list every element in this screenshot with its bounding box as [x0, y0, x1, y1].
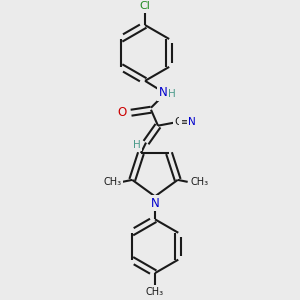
Text: C: C [174, 117, 182, 127]
Text: N: N [188, 117, 196, 127]
Text: ≡: ≡ [181, 117, 189, 127]
Text: CH₃: CH₃ [146, 287, 164, 297]
Text: Cl: Cl [140, 1, 151, 11]
Text: N: N [159, 86, 167, 99]
Text: CH₃: CH₃ [190, 177, 209, 187]
Text: H: H [168, 89, 176, 99]
Text: O: O [118, 106, 127, 119]
Text: CH₃: CH₃ [103, 177, 122, 187]
Text: N: N [151, 197, 159, 210]
Text: H: H [133, 140, 141, 150]
